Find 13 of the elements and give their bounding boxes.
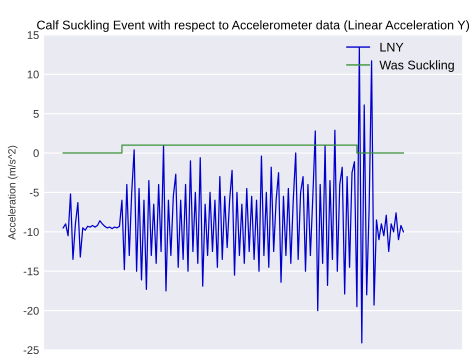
y-tick-label: 15 [28, 31, 39, 40]
y-tick-label: 5 [33, 110, 39, 118]
chart-title: Calf Suckling Event with respect to Accelerometer data (Linear Acceleration Y) [37, 20, 470, 32]
y-tick-label: -5 [30, 188, 39, 197]
legend-label: Was Suckling [379, 60, 454, 72]
y-tick-label: -20 [24, 306, 39, 315]
y-tick-label: -10 [24, 228, 39, 236]
y-tick-label: 0 [33, 149, 39, 158]
y-tick-label: 10 [28, 70, 39, 78]
y-tick-label: -15 [24, 268, 39, 276]
y-axis-title: Acceleration (m/s^2) [8, 146, 18, 240]
legend-label: LNY [380, 42, 404, 52]
y-tick-label: -25 [24, 346, 39, 354]
